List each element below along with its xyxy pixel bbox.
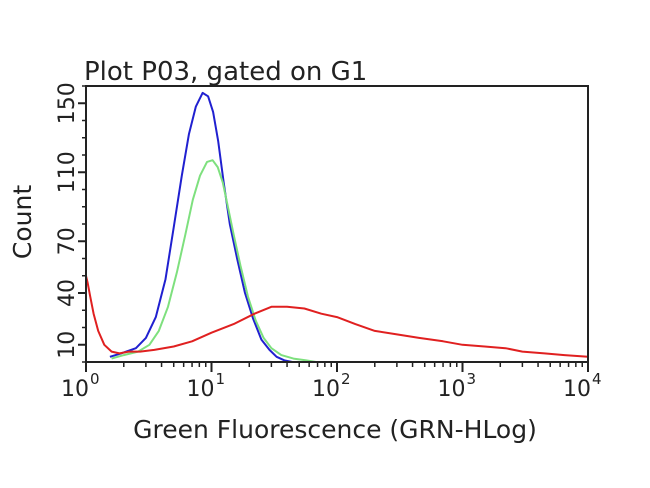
y-tick-label: 150 — [55, 82, 80, 124]
y-tick-label: 40 — [55, 279, 80, 307]
y-axis-label: Count — [8, 185, 37, 259]
x-tick-exponent: 3 — [467, 370, 477, 388]
x-tick-exponent: 1 — [216, 370, 226, 388]
series-line-2 — [111, 159, 317, 363]
y-ticks: 10 40 70 110 150 — [55, 82, 86, 363]
x-tick-label: 10 — [312, 377, 340, 402]
y-tick-label: 110 — [55, 151, 80, 193]
x-ticks: 10 0 10 1 10 2 10 3 10 4 — [61, 362, 602, 402]
series-line-3 — [85, 275, 589, 358]
y-tick-label: 70 — [55, 227, 80, 255]
x-tick-exponent: 2 — [341, 370, 351, 388]
x-tick-label: 10 — [563, 377, 591, 402]
series-layer — [85, 91, 589, 363]
x-tick-exponent: 4 — [592, 370, 602, 388]
x-tick-exponent: 0 — [90, 370, 100, 388]
plot-frame — [85, 85, 589, 363]
x-tick-label: 10 — [187, 377, 215, 402]
series-line-1 — [109, 91, 293, 363]
y-tick-label: 10 — [55, 331, 80, 359]
chart-title: Plot P03, gated on G1 — [84, 57, 367, 87]
x-tick-label: 10 — [61, 377, 89, 402]
x-tick-label: 10 — [438, 377, 466, 402]
x-axis-label: Green Fluorescence (GRN-HLog) — [133, 415, 537, 444]
